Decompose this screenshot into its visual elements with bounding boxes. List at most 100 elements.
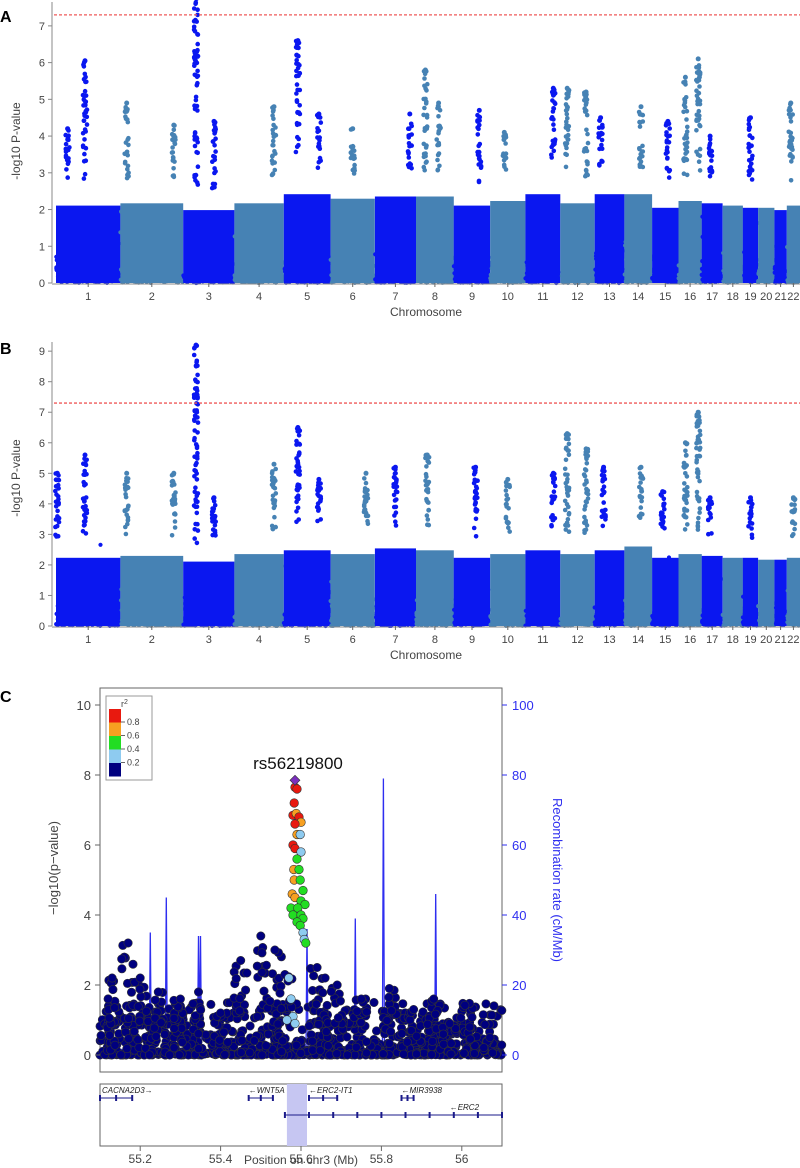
peak-point [271,484,276,490]
peak-point [125,517,131,523]
peak-point [791,509,797,514]
peak-point [191,352,197,358]
peak-point [696,159,702,164]
peak-point [749,505,754,510]
chromosome-band [652,557,679,626]
chromosome-tick-label: 4 [256,291,262,303]
chromosome-tick-label: 22 [787,291,799,303]
chromosome-tick-label: 8 [432,291,438,303]
peak-point [192,61,197,66]
peak-point [694,453,700,459]
peak-point [126,170,131,175]
peak-top-point [695,409,701,415]
y-tick-label: 6 [39,438,45,450]
y-tick-label: 9 [39,346,45,358]
peak-point [193,0,199,5]
peak-point [425,487,431,492]
peak-point [424,159,429,164]
peak-point [294,122,300,128]
peak-point [193,442,199,447]
peak-point [56,477,62,483]
peak-point [551,117,556,122]
peak-point [681,512,687,518]
chromosome-band [560,554,595,626]
peak-point [664,145,670,150]
peak-point [297,103,303,108]
peak-point [788,115,793,120]
y-tick-label: 3 [39,529,45,541]
peak-point [506,506,511,511]
peak-point [789,138,795,143]
peak-point [436,151,442,156]
peak-point [213,149,218,154]
peak-top-point [476,107,482,113]
y-tick-label: 4 [39,131,45,143]
peak-point [122,508,128,513]
peak-point [476,126,481,132]
peak-point [193,485,198,491]
peak-point [685,140,690,145]
chromosome-band [742,557,759,626]
peak-point [791,532,796,537]
chromosome-tick-label: 17 [706,634,718,646]
peak-point [746,125,752,131]
peak-point [658,521,664,527]
peak-point [505,519,510,525]
peak-point [697,510,702,515]
peak-point [707,173,713,179]
peak-point [294,98,300,103]
peak-point [82,171,88,177]
peak-top-point [82,58,88,64]
chromosome-band [701,203,723,283]
peak-point [640,164,646,170]
peak-point [552,483,558,489]
peak-point [194,386,199,391]
peak-point [295,109,300,115]
peak-point [195,182,201,187]
chromosome-band [56,557,121,626]
peak-point [406,155,412,160]
peak-point [694,424,700,429]
peak-point [584,100,589,106]
chromosome-tick-label: 6 [350,634,356,646]
peak-top-point [707,495,713,501]
peak-top-point [564,85,570,91]
peak-point [694,493,700,499]
chromosome-band [120,555,184,626]
chromosome-tick-label: 20 [760,291,772,303]
peak-point [362,487,368,493]
peak-point [476,149,482,155]
peak-point [564,145,569,151]
peak-point [503,488,509,493]
peak-point [565,493,571,498]
peak-point [473,516,479,522]
peak-point [685,484,690,490]
chromosome-tick-label: 3 [206,634,212,646]
peak-point [212,528,218,534]
peak-point [56,519,62,525]
chromosome-band [525,194,561,283]
peak-point [409,123,415,129]
peak-point [81,159,87,164]
peak-point [195,41,200,47]
peak-point [788,130,794,136]
peak-point [682,506,687,512]
peak-point [585,453,591,459]
peak-point [549,152,554,158]
y-tick-label: 3 [39,168,45,180]
chromosome-tick-label: 14 [632,634,644,646]
peak-point [63,141,69,147]
peak-point [194,510,200,516]
peak-point [684,129,690,134]
peak-point [709,158,714,163]
peak-top-point [124,470,130,476]
peak-point [694,65,699,70]
peak-point [696,437,702,443]
peak-point [694,445,699,451]
peak-point [792,526,797,532]
peak-point [599,142,604,148]
peak-top-point [790,495,796,501]
peak-top-point [211,495,217,501]
peak-point [684,108,690,114]
peak-point [583,94,589,100]
